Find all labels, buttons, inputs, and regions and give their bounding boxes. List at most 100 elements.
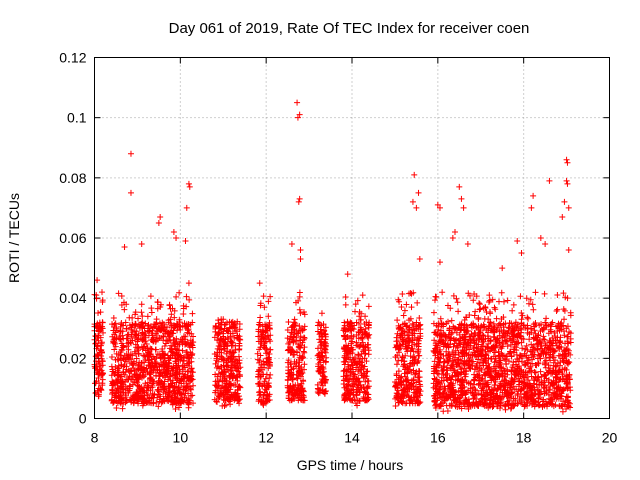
data-point [179, 337, 186, 344]
data-point [518, 316, 525, 323]
data-point [212, 325, 219, 332]
data-point [109, 380, 116, 387]
data-point [322, 336, 329, 343]
data-point [127, 189, 134, 196]
data-point [231, 361, 238, 368]
data-point [114, 372, 121, 379]
data-point [230, 358, 237, 365]
data-point [319, 382, 326, 389]
data-point [452, 228, 458, 235]
data-point [356, 378, 363, 385]
data-point [226, 318, 233, 325]
data-point [284, 377, 291, 384]
data-point [185, 368, 192, 375]
data-point [401, 328, 408, 335]
data-point [264, 396, 271, 403]
data-point [394, 330, 401, 337]
y-tick-label: 0.12 [59, 50, 86, 66]
data-point [212, 378, 219, 385]
data-point [150, 399, 157, 406]
data-point [163, 370, 170, 377]
data-point [141, 387, 148, 394]
data-point [499, 265, 506, 272]
data-point [157, 213, 164, 220]
data-point [408, 304, 415, 311]
data-point [142, 320, 149, 327]
data-point [409, 337, 416, 344]
data-point [436, 259, 443, 266]
data-point [216, 365, 223, 372]
data-point [138, 343, 145, 350]
data-point [223, 350, 230, 357]
data-point [135, 400, 142, 407]
data-point [296, 306, 303, 313]
data-point [215, 317, 222, 324]
data-point [189, 392, 196, 399]
data-point [347, 356, 354, 363]
data-point [260, 293, 267, 300]
data-point [297, 333, 304, 340]
data-point [180, 333, 187, 340]
data-point [118, 293, 125, 300]
data-point [395, 390, 402, 397]
data-point [123, 325, 130, 332]
data-point [411, 327, 418, 334]
data-point [139, 313, 146, 320]
data-point [166, 333, 173, 340]
data-point [561, 198, 568, 205]
data-point [317, 326, 324, 333]
data-point [263, 398, 270, 405]
data-point [222, 389, 229, 396]
data-point [286, 343, 293, 350]
data-point [123, 343, 130, 350]
data-point [171, 307, 178, 314]
data-point [318, 378, 325, 385]
data-point [132, 309, 139, 316]
data-point [564, 180, 571, 187]
data-point [398, 303, 405, 310]
data-point [125, 346, 132, 353]
data-point [291, 316, 298, 323]
y-tick-label: 0.06 [59, 230, 86, 246]
data-point [110, 398, 117, 405]
data-point [165, 388, 172, 395]
data-point [400, 312, 407, 319]
data-point [444, 408, 451, 415]
data-point [410, 348, 417, 355]
data-point [256, 319, 263, 326]
data-point [185, 326, 192, 333]
data-point [565, 204, 572, 211]
data-point [563, 177, 570, 184]
data-point [341, 361, 348, 368]
data-point [296, 394, 303, 401]
data-point [551, 329, 558, 336]
data-point [559, 213, 566, 220]
data-point [395, 368, 402, 375]
data-point [412, 371, 419, 378]
data-point [115, 356, 122, 363]
data-point [403, 345, 410, 352]
data-point [126, 373, 133, 380]
data-point [413, 397, 420, 404]
data-point [364, 332, 371, 339]
data-point [161, 362, 168, 369]
data-point [180, 373, 187, 380]
data-point [509, 307, 516, 314]
data-point [109, 321, 116, 328]
data-point [145, 397, 152, 404]
data-point [186, 354, 193, 361]
data-point [127, 150, 134, 157]
data-point [142, 380, 149, 387]
data-point [397, 375, 404, 382]
data-point [532, 289, 539, 296]
data-point [285, 395, 292, 402]
data-point [141, 359, 148, 366]
data-point [319, 353, 326, 360]
data-point [189, 369, 196, 376]
data-point [416, 381, 423, 388]
data-point [123, 376, 130, 383]
data-point [154, 305, 161, 312]
data-point [223, 359, 230, 366]
data-point [188, 330, 195, 337]
data-point [314, 322, 321, 329]
